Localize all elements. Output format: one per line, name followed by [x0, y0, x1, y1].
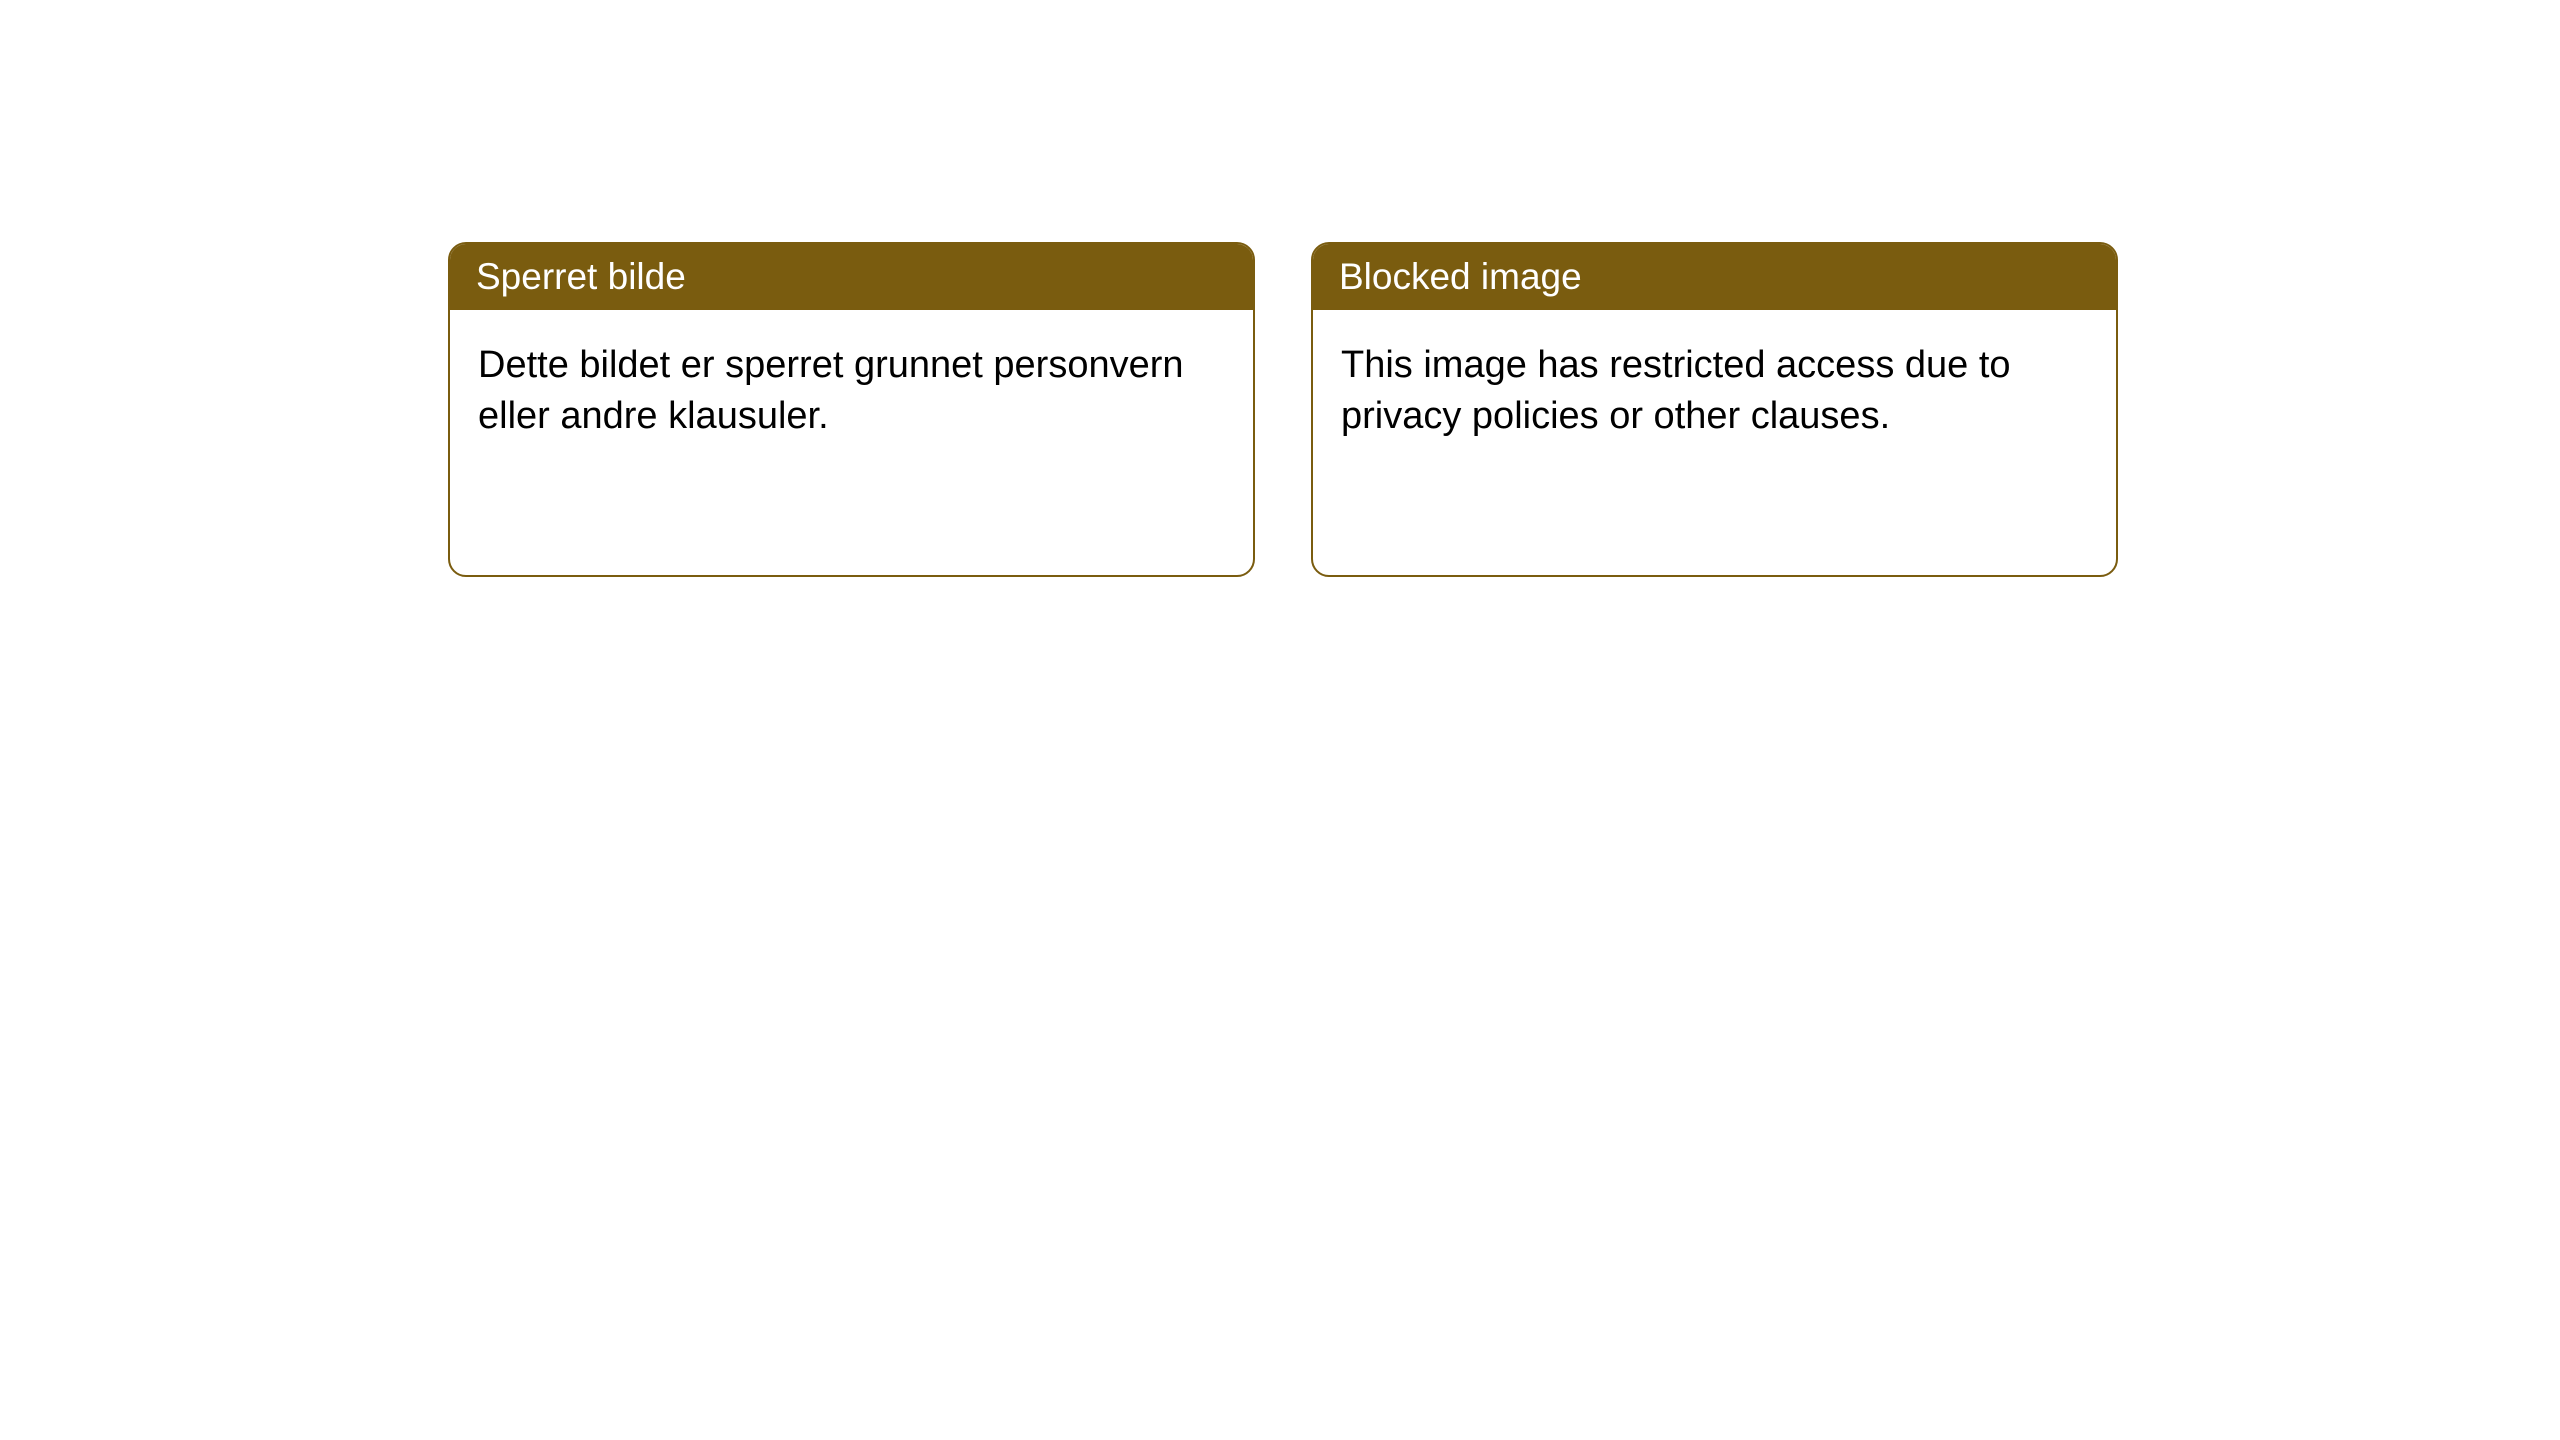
card-header: Blocked image [1313, 244, 2116, 310]
card-body: Dette bildet er sperret grunnet personve… [450, 310, 1253, 473]
card-body-text: Dette bildet er sperret grunnet personve… [478, 344, 1184, 437]
notice-card-norwegian: Sperret bilde Dette bildet er sperret gr… [448, 242, 1255, 577]
card-title: Sperret bilde [476, 256, 686, 297]
notice-container: Sperret bilde Dette bildet er sperret gr… [0, 0, 2560, 577]
card-body-text: This image has restricted access due to … [1341, 344, 2011, 437]
card-body: This image has restricted access due to … [1313, 310, 2116, 473]
card-header: Sperret bilde [450, 244, 1253, 310]
notice-card-english: Blocked image This image has restricted … [1311, 242, 2118, 577]
card-title: Blocked image [1339, 256, 1582, 297]
